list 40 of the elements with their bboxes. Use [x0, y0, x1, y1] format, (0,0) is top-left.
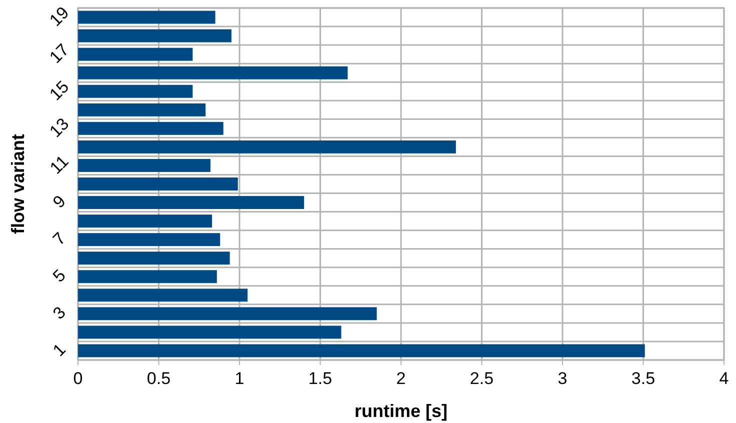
bar: [78, 270, 217, 284]
x-tick-label: 3.5: [631, 369, 656, 388]
bar: [78, 10, 216, 24]
bar: [78, 326, 342, 339]
x-axis-title: runtime [s]: [354, 401, 448, 421]
y-tick-label: 15: [46, 77, 73, 104]
y-tick-label: 7: [49, 228, 70, 249]
bar: [78, 178, 238, 190]
y-tick-label: 9: [49, 192, 70, 212]
x-tick-label: 2.5: [470, 369, 494, 388]
x-tick-label: 1.5: [308, 369, 332, 388]
y-tick-label: 11: [46, 152, 72, 178]
y-tick-label: 19: [46, 3, 73, 30]
bar: [78, 214, 212, 228]
bar: [78, 103, 206, 116]
bar: [78, 196, 304, 210]
bar: [78, 140, 456, 154]
bar: [78, 158, 210, 172]
bar: [78, 344, 645, 358]
y-tick-label: 1: [49, 340, 70, 360]
bar: [78, 122, 224, 135]
bar: [78, 307, 377, 320]
bar: [78, 233, 220, 246]
x-tick-label: 4: [719, 369, 729, 388]
bar: [78, 84, 193, 98]
y-tick-label: 13: [46, 114, 73, 142]
x-tick-label: 1: [234, 369, 244, 388]
bar: [78, 48, 193, 61]
bar: [78, 288, 248, 302]
y-tick-label: 17: [46, 40, 73, 68]
bar: [78, 66, 348, 80]
x-tick-label: 2: [396, 369, 406, 388]
bar: [78, 252, 230, 265]
y-axis-title: flow variant: [8, 134, 28, 234]
x-tick-label: 0: [73, 369, 83, 388]
y-tick-label: 5: [49, 266, 70, 286]
bar: [78, 29, 232, 42]
x-tick-label: 3: [558, 369, 568, 388]
y-tick-label: 3: [49, 302, 70, 324]
x-tick-label: 0.5: [146, 369, 171, 388]
